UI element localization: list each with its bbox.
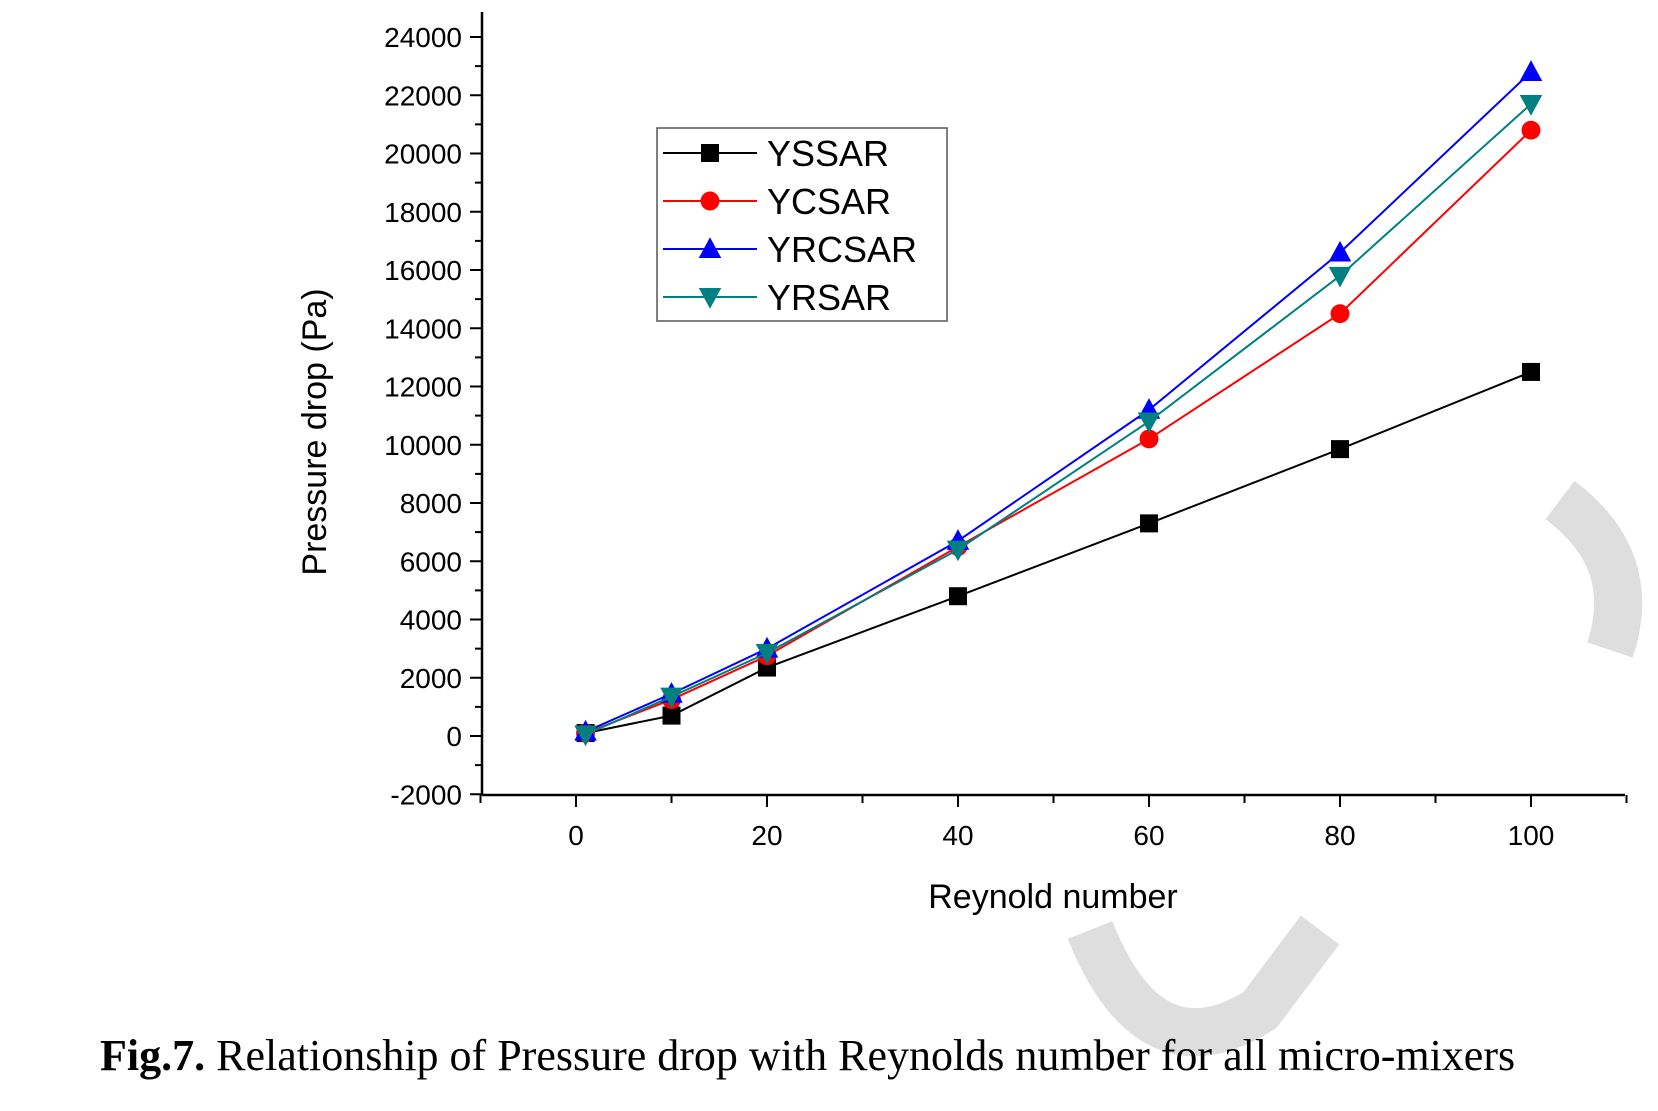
watermark <box>1067 480 1643 1057</box>
data-point <box>1519 60 1543 81</box>
data-point <box>1328 240 1352 262</box>
series-yrsar <box>574 94 1543 747</box>
data-point <box>1328 266 1352 288</box>
y-tick-label: 8000 <box>400 488 462 519</box>
data-point <box>755 643 779 665</box>
x-tick-label: 60 <box>1133 820 1164 851</box>
y-tick-label: 24000 <box>384 22 462 53</box>
data-point <box>946 540 970 562</box>
legend: YSSAR YCSAR YRCSAR YRSAR <box>656 127 948 322</box>
caption-text: Relationship of Pressure drop with Reyno… <box>205 1031 1516 1080</box>
y-tick-label: 0 <box>446 721 462 752</box>
x-tick-label: 20 <box>751 820 782 851</box>
caption-label: Fig.7. <box>100 1031 206 1080</box>
y-tick-label: 20000 <box>384 139 462 170</box>
y-tick-label: 14000 <box>384 313 462 344</box>
data-point <box>1519 94 1543 116</box>
legend-marker <box>698 288 722 309</box>
x-ticks: 0 20 40 60 80 100 <box>479 795 1628 851</box>
legend-label: YRSAR <box>767 277 891 318</box>
data-point <box>1331 440 1349 459</box>
y-tick-label: 22000 <box>384 80 462 111</box>
y-axis-title: Pressure drop (Pa) <box>296 288 334 575</box>
x-axis-title: Reynold number <box>928 878 1177 916</box>
x-tick-label: 80 <box>1324 820 1355 851</box>
y-tick-label: 16000 <box>384 255 462 286</box>
x-tick-label: 100 <box>1508 820 1555 851</box>
y-tick-label: 2000 <box>400 663 462 694</box>
legend-label: YRCSAR <box>767 229 917 270</box>
y-tick-label: -2000 <box>390 779 462 810</box>
series-line <box>585 371 1532 735</box>
figure-caption: Fig.7. Relationship of Pressure drop wit… <box>100 1030 1515 1081</box>
data-point <box>662 706 681 725</box>
legend-marker <box>700 191 720 211</box>
y-tick-label: 6000 <box>400 546 462 577</box>
y-ticks: -2000 0 2000 4000 6000 8000 10000 12000 14000 160… <box>384 22 482 810</box>
data-point <box>1330 304 1350 324</box>
legend-label: YSSAR <box>767 133 889 174</box>
series-yssar <box>576 362 1540 743</box>
data-point <box>1137 412 1161 434</box>
y-tick-label: 10000 <box>384 430 462 461</box>
data-point <box>949 587 967 606</box>
data-point <box>660 687 683 709</box>
legend-label: YCSAR <box>767 181 891 222</box>
series-layer <box>574 60 1543 747</box>
data-point <box>1139 429 1159 449</box>
x-tick-label: 40 <box>942 820 973 851</box>
y-tick-label: 18000 <box>384 197 462 228</box>
legend-marker <box>698 237 722 258</box>
legend-marker <box>701 144 719 162</box>
y-tick-label: 12000 <box>384 372 462 403</box>
x-tick-label: 0 <box>568 820 584 851</box>
y-tick-label: 4000 <box>400 605 462 636</box>
data-point <box>1522 362 1540 381</box>
data-point <box>1521 120 1541 140</box>
data-point <box>1140 514 1158 533</box>
data-point <box>574 725 597 747</box>
